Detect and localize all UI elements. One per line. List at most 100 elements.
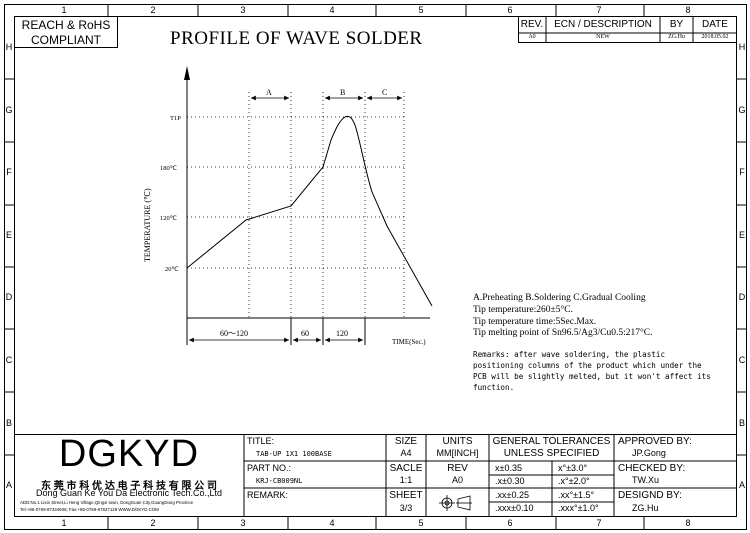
- by-header: BY: [669, 19, 684, 30]
- grid-col-bottom-2: 2: [150, 518, 156, 528]
- time-segment-3-label: 120: [336, 329, 348, 338]
- page-title: PROFILE OF WAVE SOLDER: [170, 28, 423, 49]
- rev-value: A0: [528, 34, 536, 40]
- tolerance-angular-1: x°±3.0°: [558, 463, 588, 473]
- tolerance-linear-1: x±0.35: [495, 463, 522, 473]
- tolerance-linear-3: .xx±0.25: [495, 490, 529, 500]
- by-value: ZG.Hu: [668, 34, 685, 40]
- company-logo: DGKYD: [58, 433, 200, 475]
- checked-label: CHECKED BY:: [618, 463, 686, 474]
- approved-value: JP.Gong: [632, 448, 666, 458]
- zone-a-label: A: [266, 88, 272, 97]
- designed-value: ZG.Hu: [632, 503, 659, 513]
- grid-col-bottom-5: 5: [418, 518, 424, 528]
- grid-row-left-d: D: [5, 292, 13, 302]
- rev-header: REV.: [520, 19, 544, 30]
- zone-c-label: C: [382, 88, 387, 97]
- grid-row-left-e: E: [5, 230, 12, 240]
- ecn-header: ECN / DESCRIPTION: [554, 19, 652, 30]
- designed-label: DESIGND BY:: [618, 490, 682, 501]
- grid-row-left-g: G: [5, 105, 13, 115]
- scale-value: 1:1: [399, 475, 413, 485]
- title-block: [14, 434, 737, 517]
- tolerance-angular-3: .xx°±1.5°: [558, 490, 595, 500]
- part-value: KRJ-CB009NL: [256, 477, 303, 485]
- notes-line2: Tip temperature:260±5°C.: [473, 305, 573, 315]
- grid-col-bottom-6: 6: [507, 518, 513, 528]
- company-contact: Tel:+86-0769-87334606; Fax:+86-0769-8784…: [20, 507, 159, 512]
- remarks-line1: Remarks: after wave soldering, the plast…: [473, 350, 666, 359]
- sheet-value: 3/3: [399, 503, 413, 513]
- temperature-profile-curve: [186, 115, 433, 307]
- rev-label: REV: [447, 463, 468, 474]
- company-name-cn: 东 莞 市 科 优 达 电 子 科 技 有 限 公 司: [40, 481, 218, 492]
- rev-block-value: A0: [451, 475, 463, 485]
- grid-row-right-d: D: [738, 292, 746, 302]
- projection-symbol: [439, 495, 472, 511]
- grid-col-top-1: 1: [61, 5, 67, 15]
- grid-row-right-f: F: [739, 167, 745, 177]
- checked-value: TW.Xu: [632, 475, 660, 485]
- notes-line4: Tip melting point of Sn96.5/Ag3/Cu0.5:21…: [473, 328, 653, 338]
- title-value: TAB-UP 1X1 100BASE: [256, 450, 332, 458]
- grid-row-right-a: A: [738, 480, 745, 490]
- remarks-line4: function.: [473, 383, 515, 392]
- remark-label: REMARK:: [247, 490, 289, 500]
- grid-row-right-e: E: [738, 230, 745, 240]
- zone-b-label: B: [340, 88, 345, 97]
- grid-col-top-8: 8: [685, 5, 691, 15]
- revision-table-lines: [518, 16, 737, 43]
- date-value: 2018.05.02: [701, 34, 729, 40]
- tolerance-angular-4: .xxx°±1.0°: [558, 503, 599, 513]
- y-axis-arrow: [184, 66, 190, 80]
- grid-col-bottom-8: 8: [685, 518, 691, 528]
- grid-row-left-c: C: [5, 355, 13, 365]
- compliance-line1: REACH & RoHS: [21, 18, 111, 32]
- size-label: SIZE: [394, 436, 418, 447]
- part-label: PART NO.:: [247, 463, 292, 473]
- company-address: ADD:No.1 Lixin Street,Li Heng Village,Qi…: [20, 500, 194, 505]
- grid-col-top-6: 6: [507, 5, 513, 15]
- remarks-line2: positioning columns of the product which…: [473, 361, 702, 370]
- grid-row-left-h: H: [5, 42, 13, 52]
- compliance-box: [14, 16, 118, 48]
- scale-label: SACLE: [389, 463, 423, 474]
- grid-row-right-g: G: [738, 105, 746, 115]
- remarks-line3: PCB will be slightly melted, but it won'…: [473, 372, 711, 381]
- y-tick-120: 120℃: [160, 215, 178, 222]
- tolerance-angular-2: .x°±2.0°: [558, 476, 590, 486]
- size-value: A4: [400, 448, 412, 458]
- revision-table: [518, 16, 737, 43]
- time-segment-2-label: 60: [301, 329, 309, 338]
- ecn-value: NEW: [596, 34, 610, 40]
- notes-line3: Tip temperature time:5Sec.Max.: [473, 317, 597, 327]
- grid-row-left-f: F: [6, 167, 12, 177]
- grid-row-left-a: A: [5, 480, 12, 490]
- time-segment-1-label: 60～120: [220, 329, 248, 338]
- approved-label: APPROVED BY:: [618, 436, 692, 447]
- y-tick-180: 180℃: [160, 165, 178, 172]
- notes-line1: A.Preheating B.Soldering C.Gradual Cooli…: [473, 293, 646, 303]
- y-tick-t1p: T1P: [170, 115, 181, 122]
- company-name-en: Dong Guan Ke You Da Electronic Tech.Co.,…: [36, 488, 222, 498]
- date-header: DATE: [702, 19, 728, 30]
- grid-row-right-h: H: [738, 42, 746, 52]
- grid-col-bottom-7: 7: [596, 518, 602, 528]
- y-axis-label: TEMPERATURE (℃): [143, 188, 152, 262]
- x-axis-label: TIME(Sec.): [392, 338, 426, 346]
- grid-row-right-b: B: [738, 418, 745, 428]
- tolerance-header-2: UNLESS SPECIFIED: [503, 448, 600, 459]
- y-tick-20: 20℃: [165, 266, 180, 273]
- grid-row-left-b: B: [5, 418, 12, 428]
- tolerance-header-1: GENERAL TOLERANCES: [492, 436, 611, 447]
- tolerance-linear-4: .xxx±0.10: [495, 503, 534, 513]
- grid-col-bottom-4: 4: [329, 518, 335, 528]
- sheet-label: SHEET: [389, 490, 423, 501]
- grid-col-bottom-3: 3: [240, 518, 246, 528]
- units-value: MM[INCH]: [436, 448, 479, 458]
- grid-col-top-2: 2: [150, 5, 156, 15]
- title-label: TITLE:: [247, 436, 275, 446]
- grid-col-bottom-1: 1: [61, 518, 67, 528]
